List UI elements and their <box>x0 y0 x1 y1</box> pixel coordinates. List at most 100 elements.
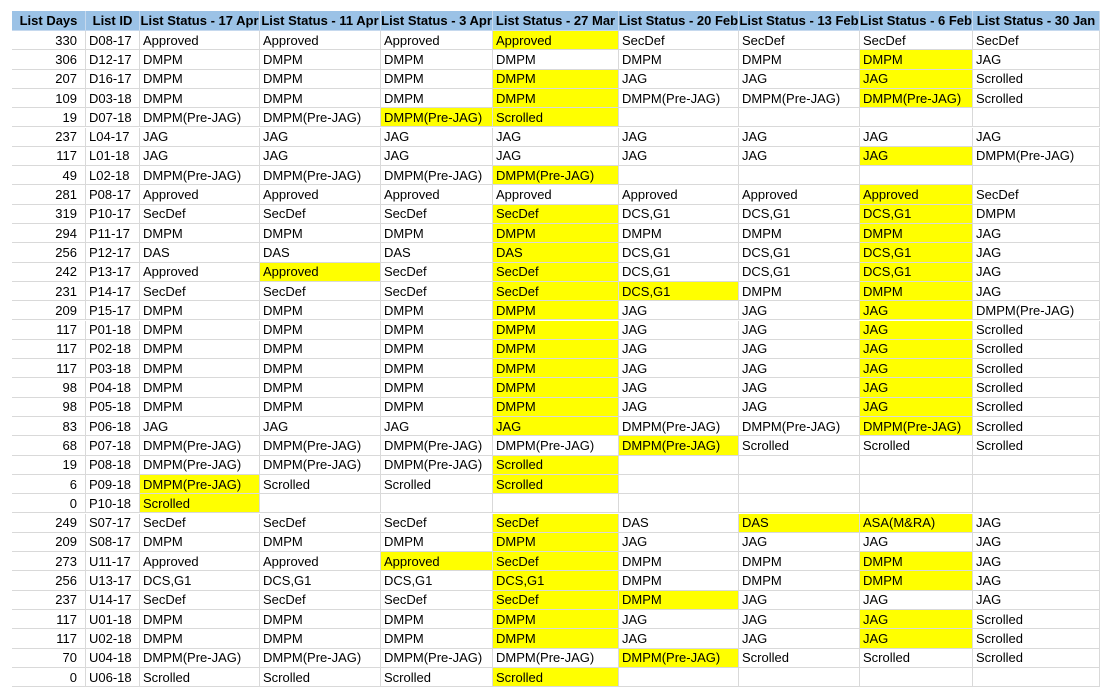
status-cell: JAG <box>860 590 973 610</box>
status-cell: SecDef <box>381 281 493 302</box>
list-days: 273 <box>12 552 86 572</box>
status-cell: Approved <box>381 552 493 572</box>
header-cell: List Status - 13 Feb <box>739 11 860 31</box>
list-days: 281 <box>12 185 86 205</box>
status-cell: JAG <box>140 127 260 147</box>
status-cell: SecDef <box>381 204 493 224</box>
status-cell: Scrolled <box>140 667 260 688</box>
status-cell <box>619 166 739 186</box>
list-id: P13-17 <box>86 262 140 282</box>
status-cell: DMPM <box>381 397 493 417</box>
status-cell: DMPM(Pre-JAG) <box>973 146 1100 167</box>
status-cell: JAG <box>619 629 739 649</box>
status-cell: DMPM <box>860 571 973 591</box>
status-cell: DMPM(Pre-JAG) <box>381 166 493 186</box>
status-cell: Scrolled <box>260 667 381 688</box>
status-cell: DMPM <box>260 339 381 360</box>
status-cell: JAG <box>860 339 973 360</box>
status-cell: Scrolled <box>739 648 860 668</box>
status-cell: SecDef <box>260 204 381 224</box>
status-cell: DMPM(Pre-JAG) <box>493 436 619 456</box>
list-days: 49 <box>12 166 86 186</box>
status-cell: DMPM(Pre-JAG) <box>739 88 860 109</box>
status-cell: JAG <box>860 320 973 340</box>
list-days: 109 <box>12 88 86 109</box>
status-cell <box>739 166 860 186</box>
status-cell: DMPM <box>260 301 381 321</box>
status-cell: DCS,G1 <box>619 243 739 263</box>
status-cell: Approved <box>140 552 260 572</box>
status-cell: DMPM(Pre-JAG) <box>381 108 493 128</box>
list-id: U11-17 <box>86 552 140 572</box>
status-cell: Scrolled <box>493 455 619 475</box>
status-cell: JAG <box>381 146 493 167</box>
status-cell: JAG <box>973 243 1100 263</box>
status-cell <box>860 166 973 186</box>
status-cell: JAG <box>973 50 1100 70</box>
status-cell: DMPM <box>260 629 381 649</box>
list-days: 207 <box>12 69 86 89</box>
status-cell: Scrolled <box>973 320 1100 340</box>
status-cell: DAS <box>619 513 739 533</box>
list-days: 319 <box>12 204 86 224</box>
status-cell: DMPM <box>260 378 381 398</box>
status-cell: DMPM <box>140 629 260 649</box>
status-cell: DMPM <box>381 69 493 89</box>
status-cell: JAG <box>739 127 860 147</box>
status-cell: DCS,G1 <box>860 204 973 224</box>
status-cell: Scrolled <box>739 436 860 456</box>
status-cell: Scrolled <box>973 629 1100 649</box>
status-cell: JAG <box>739 610 860 630</box>
status-cell <box>973 494 1100 514</box>
status-cell: Scrolled <box>973 648 1100 668</box>
status-cell: DMPM <box>381 378 493 398</box>
status-cell: SecDef <box>493 513 619 533</box>
status-cell: DMPM(Pre-JAG) <box>260 166 381 186</box>
status-cell: DMPM(Pre-JAG) <box>619 436 739 456</box>
status-cell: DCS,G1 <box>619 281 739 302</box>
status-cell: DMPM <box>860 281 973 302</box>
status-cell: DMPM <box>260 397 381 417</box>
status-cell: SecDef <box>140 513 260 533</box>
status-cell: JAG <box>260 146 381 167</box>
status-cell: JAG <box>739 301 860 321</box>
status-cell: DMPM(Pre-JAG) <box>140 166 260 186</box>
status-cell <box>973 474 1100 495</box>
status-cell: Scrolled <box>973 397 1100 417</box>
status-cell: Approved <box>260 262 381 282</box>
list-id: D08-17 <box>86 31 140 51</box>
status-cell <box>260 494 381 514</box>
status-cell <box>739 494 860 514</box>
list-id: S07-17 <box>86 513 140 533</box>
status-cell: DMPM <box>860 224 973 244</box>
status-cell: JAG <box>973 281 1100 302</box>
status-cell: JAG <box>140 146 260 167</box>
status-cell: JAG <box>381 417 493 437</box>
list-days: 209 <box>12 532 86 553</box>
status-cell: DCS,G1 <box>493 571 619 591</box>
status-cell: DMPM(Pre-JAG) <box>860 88 973 109</box>
status-cell: DMPM(Pre-JAG) <box>619 648 739 668</box>
status-cell <box>493 494 619 514</box>
status-cell: JAG <box>493 417 619 437</box>
status-cell: Scrolled <box>973 88 1100 109</box>
status-cell: DAS <box>260 243 381 263</box>
status-cell: Scrolled <box>493 108 619 128</box>
status-cell <box>739 455 860 475</box>
status-cell: DMPM(Pre-JAG) <box>140 108 260 128</box>
status-cell <box>860 494 973 514</box>
list-days: 237 <box>12 127 86 147</box>
status-cell: JAG <box>619 127 739 147</box>
status-cell: JAG <box>739 590 860 610</box>
status-cell: Scrolled <box>381 667 493 688</box>
list-id: P05-18 <box>86 397 140 417</box>
status-cell: DMPM <box>493 359 619 379</box>
status-cell: DMPM <box>493 629 619 649</box>
list-days: 294 <box>12 224 86 244</box>
status-cell: DMPM <box>140 610 260 630</box>
status-cell: DCS,G1 <box>381 571 493 591</box>
status-cell: Scrolled <box>973 417 1100 437</box>
status-cell <box>739 108 860 128</box>
status-cell: DMPM(Pre-JAG) <box>140 474 260 495</box>
status-cell: DMPM <box>140 359 260 379</box>
